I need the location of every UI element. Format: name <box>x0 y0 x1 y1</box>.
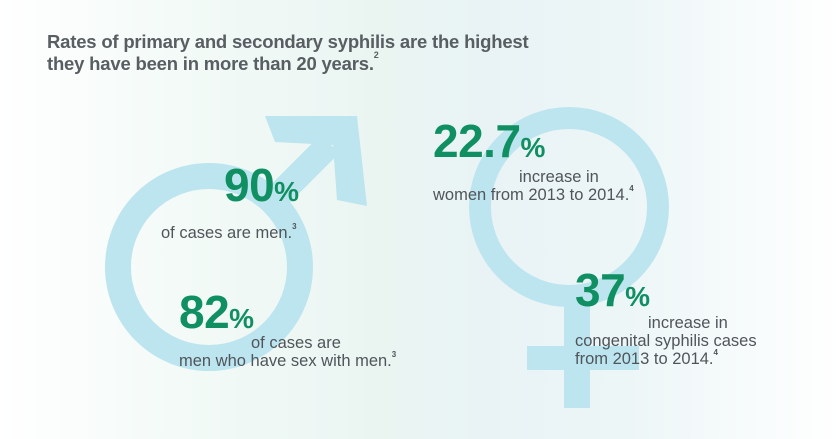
male-symbol-arrowhead <box>265 116 367 206</box>
stat-women-increase: 22.7% <box>433 118 545 164</box>
note-msm-line-2: men who have sex with men. <box>179 352 392 370</box>
male-symbol-ring <box>105 163 313 371</box>
note-women-increase-line-2-wrap: women from 2013 to 2014.4 <box>433 184 634 205</box>
male-symbol-icon <box>105 116 367 371</box>
note-msm-footnote: 3 <box>391 350 397 359</box>
note-men-cases-footnote: 3 <box>292 222 297 231</box>
stat-congenital-increase-value: 37 <box>575 264 626 316</box>
headline-line-2: they have been in more than 20 years. <box>47 53 374 74</box>
headline-footnote: 2 <box>373 50 379 60</box>
note-men-cases: of cases are men.3 <box>161 222 297 243</box>
female-symbol-icon <box>469 107 669 408</box>
note-women-increase: increase in women from 2013 to 2014.4 <box>433 168 634 204</box>
note-congenital-increase-line-2: congenital syphilis cases <box>575 332 757 350</box>
stat-men-cases: 90% <box>224 162 299 208</box>
stat-msm: 82% <box>179 289 254 335</box>
note-women-increase-line-2: women from 2013 to 2014. <box>433 186 630 204</box>
headline-line-1: Rates of primary and secondary syphilis … <box>47 31 529 52</box>
note-congenital-increase: increase in congenital syphilis cases fr… <box>575 314 757 368</box>
stat-msm-unit: % <box>229 303 255 334</box>
note-men-cases-text: of cases are men. <box>161 224 293 242</box>
stat-men-cases-unit: % <box>274 176 300 207</box>
note-congenital-increase-footnote: 4 <box>713 348 718 357</box>
note-women-increase-line-1: increase in <box>519 168 599 186</box>
note-msm-line-1: of cases are <box>251 334 341 352</box>
male-symbol-shaft <box>261 134 340 213</box>
stat-men-cases-value: 90 <box>224 159 275 211</box>
stat-women-increase-value: 22.7 <box>433 115 521 167</box>
stat-congenital-increase: 37% <box>575 267 650 313</box>
stat-women-increase-unit: % <box>520 132 546 163</box>
note-congenital-increase-line-3: from 2013 to 2014. <box>575 350 714 368</box>
headline: Rates of primary and secondary syphilis … <box>47 31 607 75</box>
note-congenital-increase-line-3-wrap: from 2013 to 2014.4 <box>575 348 757 369</box>
note-msm: of cases are men who have sex with men.3 <box>179 334 396 370</box>
stat-congenital-increase-unit: % <box>625 281 651 312</box>
note-congenital-increase-line-1: increase in <box>648 314 728 332</box>
note-women-increase-footnote: 4 <box>629 184 634 193</box>
stat-msm-value: 82 <box>179 286 230 338</box>
note-msm-line-2-wrap: men who have sex with men.3 <box>179 350 397 371</box>
